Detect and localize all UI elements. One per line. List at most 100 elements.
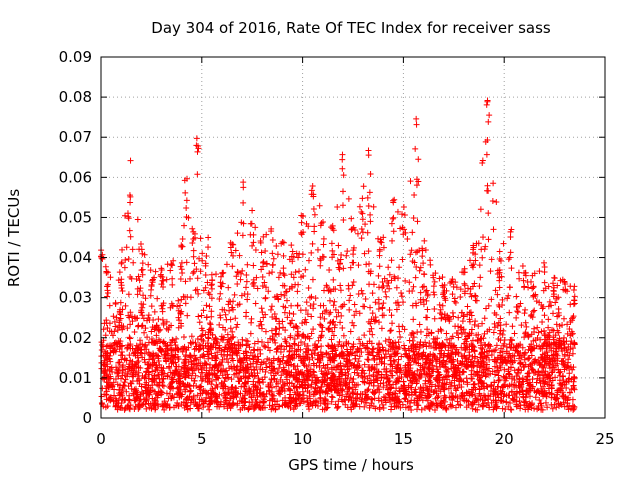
data-point xyxy=(339,202,346,209)
data-point xyxy=(323,371,330,378)
data-point xyxy=(330,318,337,325)
data-point xyxy=(131,329,138,336)
data-point xyxy=(365,351,372,358)
data-point xyxy=(364,194,371,201)
data-point xyxy=(317,395,324,402)
data-point xyxy=(395,361,402,368)
data-point xyxy=(197,354,204,361)
data-point xyxy=(189,239,196,246)
data-point xyxy=(508,375,515,382)
data-point xyxy=(345,351,352,358)
data-point xyxy=(252,224,259,231)
data-point xyxy=(509,395,516,402)
data-point xyxy=(223,261,230,268)
data-point xyxy=(123,388,130,395)
data-point xyxy=(194,275,201,282)
data-point xyxy=(242,379,249,386)
data-point xyxy=(316,364,323,371)
data-point xyxy=(153,391,160,398)
data-point xyxy=(280,265,287,272)
data-point xyxy=(268,327,275,334)
data-point xyxy=(570,406,577,413)
data-point xyxy=(146,351,153,358)
data-point xyxy=(440,354,447,361)
data-point xyxy=(533,342,540,349)
data-point xyxy=(220,269,227,276)
data-point xyxy=(474,336,481,343)
data-point xyxy=(127,309,134,316)
data-point xyxy=(368,400,375,407)
data-point xyxy=(205,390,212,397)
data-point xyxy=(527,347,534,354)
data-point xyxy=(317,302,324,309)
data-point xyxy=(480,358,487,365)
data-point xyxy=(110,313,117,320)
data-point xyxy=(369,290,376,297)
data-point xyxy=(481,362,488,369)
data-point xyxy=(445,385,452,392)
data-point xyxy=(360,378,367,385)
data-point xyxy=(432,341,439,348)
data-point xyxy=(120,367,127,374)
data-point xyxy=(106,302,113,309)
data-point xyxy=(317,314,324,321)
data-point xyxy=(216,321,223,328)
data-point xyxy=(462,329,469,336)
data-point xyxy=(312,341,319,348)
data-point xyxy=(189,225,196,232)
data-point xyxy=(387,361,394,368)
data-point xyxy=(452,404,459,411)
data-point xyxy=(114,343,121,350)
data-point xyxy=(410,316,417,323)
data-point xyxy=(126,192,133,199)
data-point xyxy=(391,358,398,365)
data-point xyxy=(164,345,171,352)
data-point xyxy=(190,253,197,260)
data-point xyxy=(553,321,560,328)
data-point xyxy=(365,386,372,393)
data-point xyxy=(565,356,572,363)
data-point xyxy=(511,353,518,360)
data-point xyxy=(210,391,217,398)
data-point xyxy=(540,393,547,400)
data-point xyxy=(483,305,490,312)
data-point xyxy=(289,317,296,324)
data-point xyxy=(276,325,283,332)
data-point xyxy=(352,352,359,359)
data-point xyxy=(550,327,557,334)
data-point xyxy=(344,348,351,355)
data-point xyxy=(439,342,446,349)
data-point xyxy=(552,332,559,339)
data-point xyxy=(490,180,497,187)
data-point xyxy=(359,229,366,236)
data-point xyxy=(118,375,125,382)
data-point xyxy=(411,351,418,358)
data-point xyxy=(206,370,213,377)
data-point xyxy=(521,284,528,291)
data-point xyxy=(519,375,526,382)
data-point xyxy=(409,330,416,337)
data-point xyxy=(571,373,578,380)
data-point xyxy=(214,403,221,410)
data-point xyxy=(369,396,376,403)
data-point xyxy=(541,312,548,319)
data-point xyxy=(536,268,543,275)
data-point xyxy=(541,279,548,286)
data-point xyxy=(330,357,337,364)
data-point xyxy=(294,288,301,295)
data-point xyxy=(376,404,383,411)
data-point xyxy=(264,339,271,346)
data-point xyxy=(366,367,373,374)
data-point xyxy=(115,368,122,375)
data-point xyxy=(99,401,106,408)
data-point xyxy=(407,384,414,391)
data-point xyxy=(376,263,383,270)
data-point xyxy=(393,306,400,313)
data-point xyxy=(336,353,343,360)
data-point xyxy=(471,380,478,387)
data-point xyxy=(258,266,265,273)
data-point xyxy=(359,216,366,223)
data-point xyxy=(203,361,210,368)
data-point xyxy=(405,359,412,366)
data-point xyxy=(185,344,192,351)
